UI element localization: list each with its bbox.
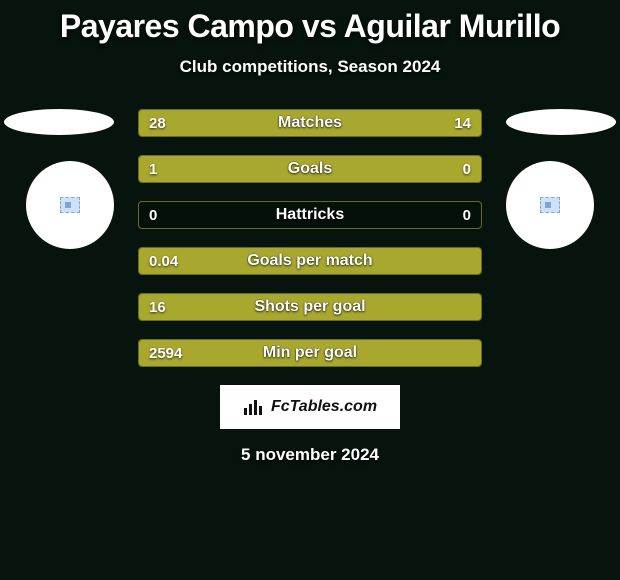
- image-placeholder-icon: [540, 197, 560, 213]
- site-logo-text: FcTables.com: [271, 398, 377, 416]
- comparison-chart: 2814Matches 10Goals 00Hattricks 0.04Goals p…: [0, 109, 620, 465]
- stat-row: 2594Min per goal: [138, 339, 482, 367]
- stat-row: 2814Matches: [138, 109, 482, 137]
- stat-label: Shots per goal: [139, 294, 481, 320]
- page-subtitle: Club competitions, Season 2024: [0, 57, 620, 77]
- player-flag-right: [506, 109, 616, 135]
- stat-row: 00Hattricks: [138, 201, 482, 229]
- image-placeholder-icon: [60, 197, 80, 213]
- page-title: Payares Campo vs Aguilar Murillo: [0, 0, 620, 45]
- stat-row: 0.04Goals per match: [138, 247, 482, 275]
- stat-row: 16Shots per goal: [138, 293, 482, 321]
- club-badge-left: [26, 161, 114, 249]
- stat-label: Goals: [139, 156, 481, 182]
- stat-label: Goals per match: [139, 248, 481, 274]
- stat-label: Matches: [139, 110, 481, 136]
- report-date: 5 november 2024: [0, 445, 620, 465]
- bars-container: 2814Matches 10Goals 00Hattricks 0.04Goals p…: [138, 109, 482, 367]
- stat-row: 10Goals: [138, 155, 482, 183]
- site-logo: FcTables.com: [220, 385, 400, 429]
- player-flag-left: [4, 109, 114, 135]
- stat-label: Hattricks: [139, 202, 481, 228]
- bar-chart-icon: [243, 398, 265, 416]
- club-badge-right: [506, 161, 594, 249]
- stat-label: Min per goal: [139, 340, 481, 366]
